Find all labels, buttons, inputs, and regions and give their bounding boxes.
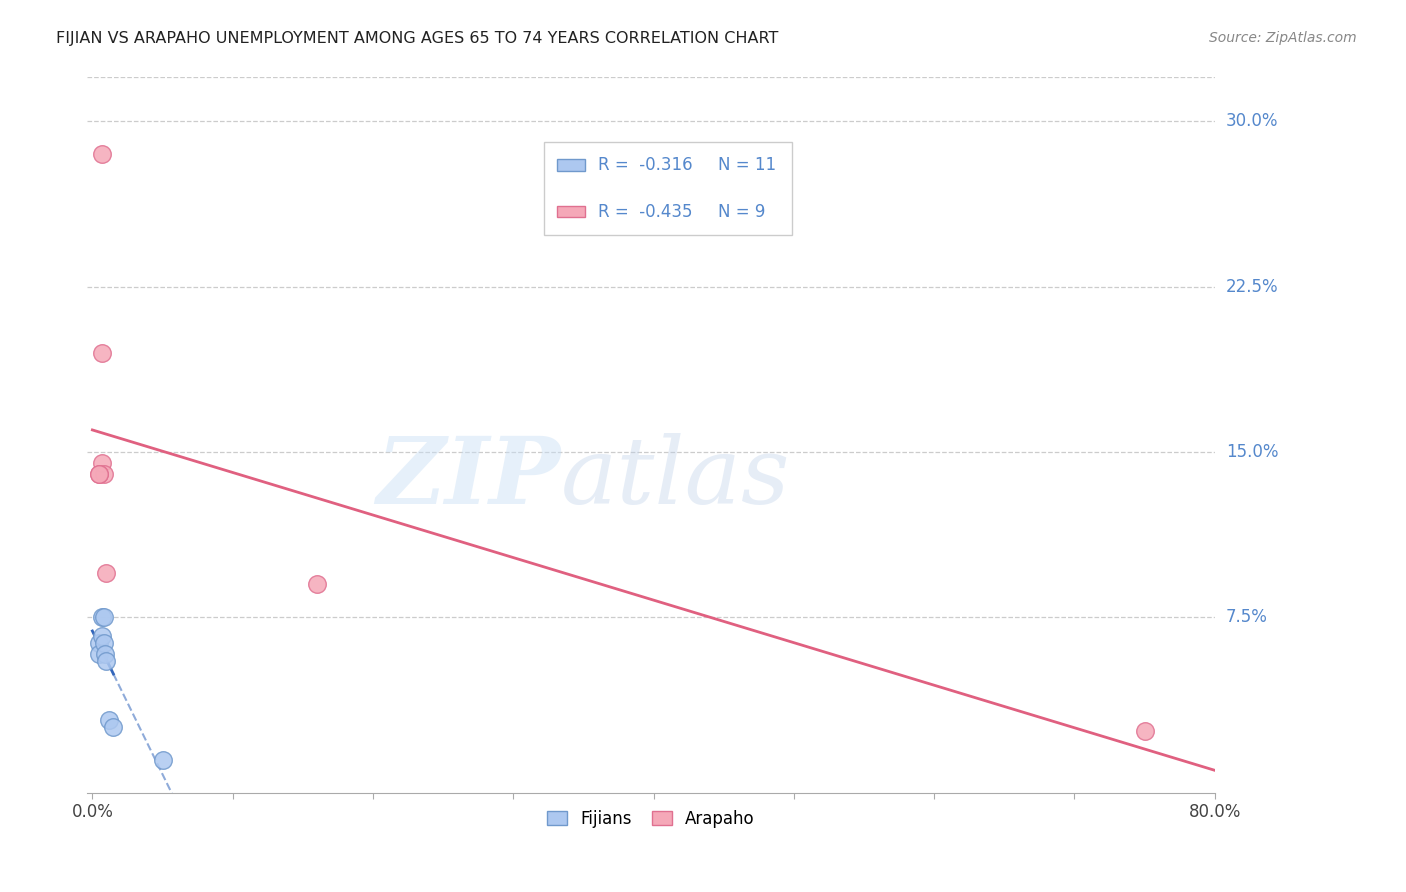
Point (91, 147, 114, 161)
Point (89, 636, 111, 650)
FancyBboxPatch shape (544, 142, 792, 235)
Point (152, 753, 174, 767)
FancyBboxPatch shape (557, 160, 585, 170)
Text: R =  -0.435: R = -0.435 (598, 202, 692, 220)
Point (1133, 724, 1156, 739)
Point (93, 636, 115, 650)
Point (89, 647, 111, 661)
Point (94, 647, 117, 661)
Point (91, 456, 114, 470)
Point (96, 654, 118, 668)
FancyBboxPatch shape (557, 206, 585, 218)
Text: 30.0%: 30.0% (1226, 112, 1278, 130)
Point (89, 467, 111, 481)
Point (96, 566, 118, 580)
Text: N = 9: N = 9 (718, 202, 766, 220)
Text: atlas: atlas (561, 433, 790, 523)
Point (98, 713, 121, 727)
Point (91, 345, 114, 359)
Text: Source: ZipAtlas.com: Source: ZipAtlas.com (1209, 31, 1357, 45)
Text: 15.0%: 15.0% (1226, 442, 1278, 460)
Point (91, 609, 114, 624)
Point (93, 467, 115, 481)
Text: 22.5%: 22.5% (1226, 277, 1278, 295)
Text: ZIP: ZIP (377, 433, 561, 523)
Point (91, 629, 114, 643)
Point (93, 609, 115, 624)
Point (89, 467, 111, 481)
Point (305, 576, 328, 591)
Text: N = 11: N = 11 (718, 156, 776, 174)
Legend: Fijians, Arapaho: Fijians, Arapaho (540, 803, 761, 834)
Text: 7.5%: 7.5% (1226, 607, 1268, 625)
Point (103, 720, 125, 734)
Text: FIJIAN VS ARAPAHO UNEMPLOYMENT AMONG AGES 65 TO 74 YEARS CORRELATION CHART: FIJIAN VS ARAPAHO UNEMPLOYMENT AMONG AGE… (56, 31, 779, 46)
Text: R =  -0.316: R = -0.316 (598, 156, 692, 174)
